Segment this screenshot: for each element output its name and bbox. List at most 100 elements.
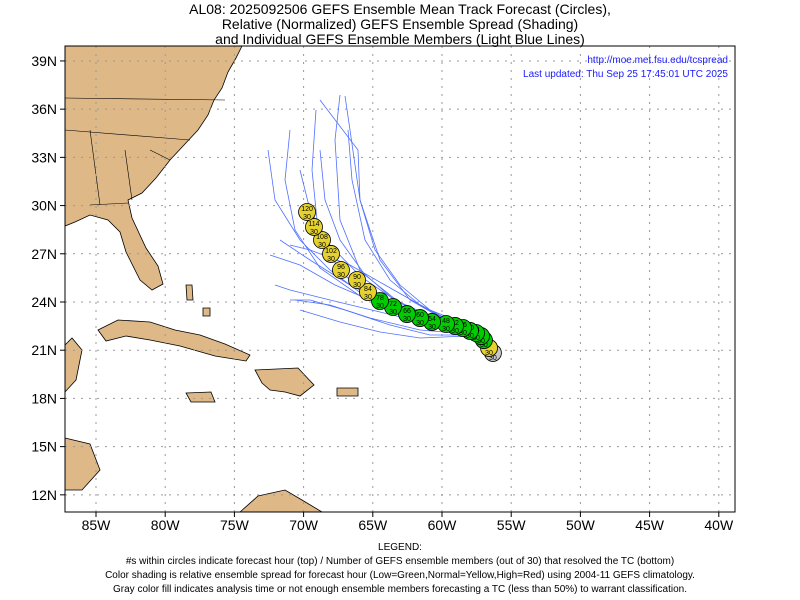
yucatan — [64, 337, 83, 394]
state-borders — [64, 97, 226, 206]
lat-tick-label: 15N — [31, 439, 57, 455]
track-circle — [359, 283, 377, 301]
track-circle — [322, 245, 340, 263]
lon-tick-label: 55W — [497, 517, 527, 533]
track-circle — [298, 203, 316, 221]
forecast-hour: 42 — [451, 320, 459, 327]
north-america-coast — [64, 45, 243, 291]
puerto-rico — [336, 387, 359, 397]
track-circle — [305, 218, 323, 236]
legend-line-2: Color shading is relative ensemble sprea… — [105, 570, 695, 581]
lat-tick-label: 12N — [31, 487, 57, 503]
member-count: 30 — [318, 242, 326, 249]
last-updated: Last updated: Thu Sep 25 17:45:01 UTC 20… — [523, 69, 728, 80]
lat-tick-label: 39N — [31, 53, 57, 69]
forecast-hour: 102 — [325, 248, 337, 255]
track-circle — [348, 271, 366, 289]
track-circle — [313, 231, 331, 249]
land — [64, 45, 359, 513]
ensemble-members — [267, 94, 501, 349]
lon-tick-label: 75W — [220, 517, 250, 533]
lat-tick-label: 24N — [31, 294, 57, 310]
mean-track: 0306301230183024303030363042304830543060… — [298, 203, 502, 362]
member-count: 30 — [442, 326, 450, 333]
member-count: 30 — [353, 282, 361, 289]
central-america — [64, 437, 101, 491]
forecast-hour: 120 — [301, 206, 313, 213]
member-count: 30 — [310, 229, 318, 236]
lon-tick-label: 40W — [704, 517, 734, 533]
member-count: 30 — [472, 335, 480, 342]
member-count: 30 — [489, 355, 497, 362]
member-count: 30 — [466, 333, 474, 340]
jamaica — [185, 391, 216, 403]
chart-title-line-1: AL08: 2025092506 GEFS Ensemble Mean Trac… — [189, 1, 611, 17]
member-count: 30 — [459, 330, 467, 337]
lon-tick-label: 85W — [82, 517, 112, 533]
forecast-hour: 72 — [389, 301, 397, 308]
member-count: 30 — [477, 338, 485, 345]
forecast-hour: 90 — [353, 274, 361, 281]
lon-tick-label: 45W — [635, 517, 665, 533]
forecast-hour: 48 — [442, 318, 450, 325]
forecast-hour: 84 — [364, 286, 372, 293]
lon-tick-label: 60W — [428, 517, 458, 533]
lat-tick-label: 33N — [31, 149, 57, 165]
member-count: 30 — [389, 309, 397, 316]
lat-tick-label: 21N — [31, 342, 57, 358]
member-count: 30 — [403, 316, 411, 323]
chart-title-line-2: Relative (Normalized) GEFS Ensemble Spre… — [221, 16, 579, 32]
member-count: 30 — [480, 342, 488, 349]
member-count: 30 — [485, 350, 493, 357]
bahamas — [202, 307, 211, 317]
cuba — [97, 319, 251, 362]
forecast-hour: 96 — [337, 264, 345, 271]
track-circle — [398, 305, 416, 323]
forecast-hour: 78 — [376, 295, 384, 302]
forecast-hour: 54 — [428, 316, 436, 323]
south-america — [238, 489, 324, 513]
forecast-hour: 66 — [403, 308, 411, 315]
member-count: 30 — [451, 328, 459, 335]
track-circle — [332, 261, 350, 279]
legend-heading: LEGEND: — [378, 542, 422, 553]
legend-line-1: #s within circles indicate forecast hour… — [125, 556, 675, 567]
lon-tick-label: 50W — [566, 517, 596, 533]
lat-tick-label: 30N — [31, 198, 57, 214]
chart-title-line-3: and Individual GEFS Ensemble Members (Li… — [215, 31, 585, 47]
member-count: 30 — [428, 324, 436, 331]
lat-tick-label: 36N — [31, 101, 57, 117]
member-count: 30 — [327, 256, 335, 263]
bahamas — [185, 284, 194, 301]
track-circle — [371, 292, 389, 310]
lon-tick-label: 70W — [289, 517, 319, 533]
forecast-hour: 108 — [316, 234, 328, 241]
forecast-hour: 60 — [416, 312, 424, 319]
forecast-hour: 114 — [308, 221, 319, 228]
gridlines — [65, 46, 735, 512]
lon-tick-label: 80W — [151, 517, 181, 533]
member-count: 30 — [303, 214, 311, 221]
map-frame — [64, 45, 736, 513]
source-url[interactable]: http://moe.met.fsu.edu/tcspread — [587, 55, 728, 66]
lat-tick-label: 27N — [31, 246, 57, 262]
axis-ticks: 85W 80W 75W 70W 65W 60W 55W 50W 45W 40W 39N 36N 33N 3… — [31, 53, 734, 533]
member-count: 30 — [416, 320, 424, 327]
lat-tick-label: 18N — [31, 390, 57, 406]
legend-line-3: Gray color fill indicates analysis time … — [113, 584, 687, 595]
member-count: 30 — [337, 272, 345, 279]
lon-tick-label: 65W — [358, 517, 388, 533]
hispaniola — [254, 367, 315, 397]
member-count: 30 — [364, 294, 372, 301]
